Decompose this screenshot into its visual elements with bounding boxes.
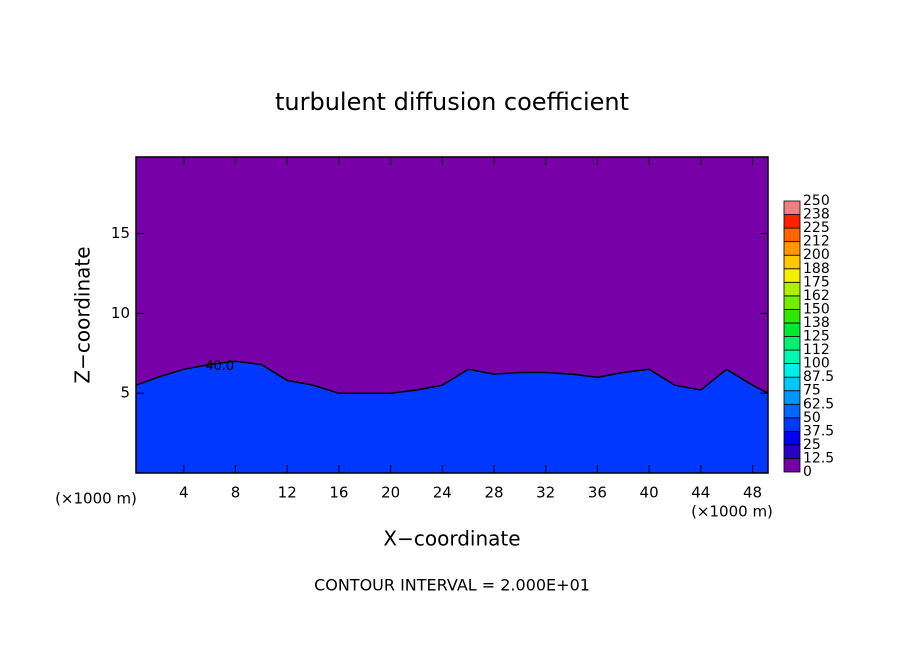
- colorbar-box: [783, 376, 801, 392]
- x-tick-label: 40: [640, 484, 659, 502]
- colorbar-box: [783, 363, 801, 378]
- colorbar-box: [783, 349, 801, 364]
- turbulent-layer: [136, 361, 768, 473]
- colorbar-box: [783, 281, 801, 297]
- colorbar-label: 188: [803, 261, 830, 277]
- x-axis-label: X−coordinate: [383, 527, 520, 551]
- x-tick-label: 36: [588, 484, 607, 502]
- colorbar-label: 125: [803, 329, 830, 345]
- y-unit: (×1000 m): [55, 490, 137, 508]
- colorbar-label: 238: [803, 207, 830, 223]
- colorbar-label: 75: [803, 383, 821, 399]
- colorbar-label: 62.5: [803, 396, 834, 412]
- colorbar-label: 0: [803, 464, 812, 480]
- x-unit: (×1000 m): [691, 503, 773, 521]
- colorbar-box: [783, 430, 801, 446]
- colorbar-label: 12.5: [803, 450, 834, 466]
- colorbar-box: [783, 308, 801, 324]
- x-tick-label: 12: [278, 484, 297, 502]
- colorbar-box: [783, 200, 801, 215]
- colorbar-label: 150: [803, 301, 830, 317]
- x-tick-label: 16: [329, 484, 348, 502]
- colorbar-box: [783, 444, 801, 459]
- colorbar-label: 50: [803, 410, 821, 426]
- colorbar-label: 175: [803, 274, 830, 290]
- contour-label: 40.0: [205, 359, 234, 374]
- colorbar-box: [783, 241, 801, 256]
- y-tick-label: 5: [120, 384, 130, 402]
- x-tick-label: 24: [433, 484, 452, 502]
- colorbar-box: [783, 227, 801, 243]
- colorbar-label: 25: [803, 437, 821, 453]
- y-axis-label: Z−coordinate: [71, 246, 95, 383]
- colorbar-label: 200: [803, 247, 830, 263]
- x-tick-label: 20: [381, 484, 400, 502]
- x-tick-label: 4: [179, 484, 189, 502]
- footer: CONTOUR INTERVAL = 2.000E+01: [314, 576, 590, 595]
- x-tick-label: 8: [231, 484, 241, 502]
- x-tick-label: 48: [743, 484, 762, 502]
- x-tick-label: 32: [536, 484, 555, 502]
- colorbar-box: [783, 458, 801, 473]
- colorbar-box: [783, 336, 801, 351]
- colorbar-label: 212: [803, 234, 830, 250]
- colorbar-label: 138: [803, 315, 830, 331]
- colorbar-label: 87.5: [803, 369, 834, 385]
- contour-line: [135, 360, 769, 394]
- colorbar-label: 250: [803, 193, 830, 209]
- colorbar-box: [783, 214, 801, 229]
- colorbar-label: 100: [803, 356, 830, 372]
- colorbar-box: [783, 390, 801, 405]
- x-tick-label: 44: [691, 484, 710, 502]
- colorbar-label: 225: [803, 220, 830, 236]
- colorbar-label: 162: [803, 288, 830, 304]
- x-tick-label: 28: [484, 484, 503, 502]
- colorbar-box: [783, 403, 801, 419]
- colorbar-box: [783, 254, 801, 270]
- chart-title: turbulent diffusion coefficient: [275, 88, 629, 116]
- colorbar-box: [783, 322, 801, 337]
- colorbar-box: [783, 268, 801, 283]
- colorbar-box: [783, 417, 801, 432]
- y-tick-label: 15: [111, 224, 130, 242]
- y-tick-label: 10: [111, 304, 130, 322]
- plot-frame: [135, 156, 769, 474]
- colorbar-label: 37.5: [803, 423, 834, 439]
- colorbar-label: 112: [803, 342, 830, 358]
- colorbar-box: [783, 295, 801, 310]
